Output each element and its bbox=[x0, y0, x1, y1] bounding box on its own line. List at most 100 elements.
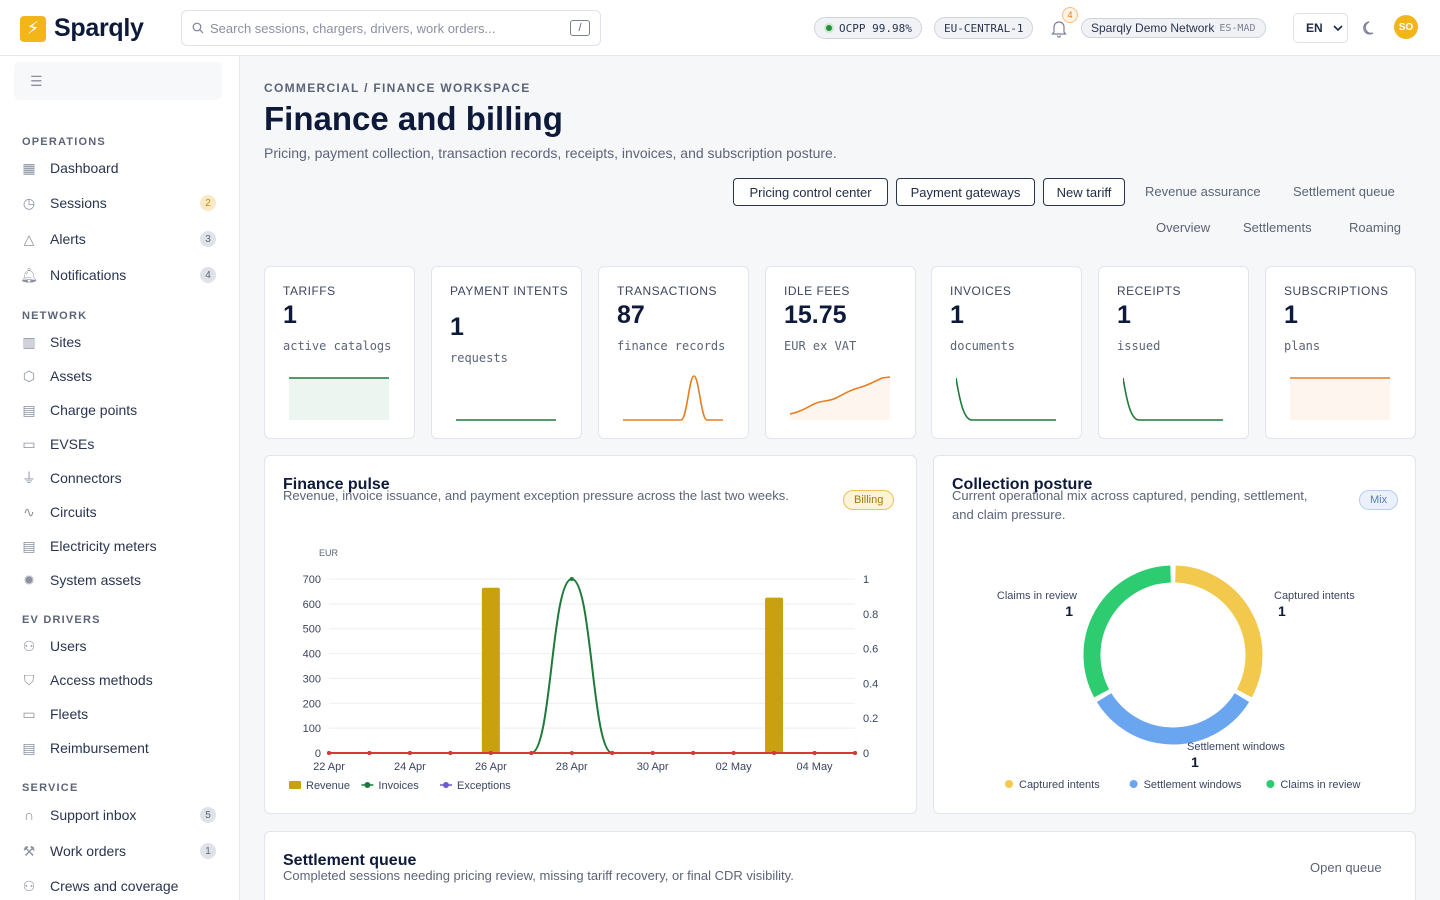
exceptions-point[interactable] bbox=[448, 751, 453, 755]
pricing-control-center-button[interactable]: Pricing control center bbox=[733, 178, 888, 206]
sidebar-item-evses[interactable]: ▭ EVSEs bbox=[14, 429, 226, 459]
sidebar-item-crews-and-coverage[interactable]: ⚇ Crews and coverage bbox=[14, 871, 226, 900]
kpi-card-transactions[interactable]: TRANSACTIONS 87 finance records bbox=[598, 266, 749, 439]
exceptions-point[interactable] bbox=[772, 751, 777, 755]
kpi-sparkline bbox=[289, 377, 389, 420]
collapse-sidebar-button[interactable]: ☰ bbox=[14, 62, 222, 100]
sidebar-item-circuits[interactable]: ∿ Circuits bbox=[14, 497, 226, 527]
new-tariff-button[interactable]: New tariff bbox=[1043, 178, 1125, 206]
finance-pulse-chart: EUR 0 100 200 300 400 500 600 700 0 0.2 0.4 0.6 0.8 1 2… bbox=[289, 548, 878, 792]
alert-triangle-icon: △ bbox=[23, 230, 35, 247]
legend-item-captured-intents[interactable]: Captured intents bbox=[1005, 779, 1100, 791]
sidebar-item-label: EVSEs bbox=[50, 436, 95, 452]
kpi-value: 1 bbox=[950, 301, 964, 329]
settlement-queue-link[interactable]: Settlement queue bbox=[1293, 184, 1395, 199]
kpi-card-receipts[interactable]: RECEIPTS 1 issued bbox=[1098, 266, 1249, 439]
legend-label: Exceptions bbox=[457, 780, 511, 792]
kpi-card-payment-intents[interactable]: PAYMENT INTENTS 1 requests bbox=[431, 266, 582, 439]
sidebar-item-charge-points[interactable]: ▤ Charge points bbox=[14, 395, 226, 425]
sidebar-section-label: OPERATIONS bbox=[22, 136, 106, 148]
sidebar-item-sessions[interactable]: ◷ Sessions 2 bbox=[14, 188, 226, 218]
notifications-bell-icon[interactable] bbox=[1050, 18, 1068, 38]
network-name: Sparqly Demo Network bbox=[1091, 21, 1215, 35]
donut-slice-captured-intents[interactable] bbox=[1174, 565, 1263, 698]
count-badge: 4 bbox=[200, 267, 216, 283]
sidebar-item-notifications[interactable]: 🔔︎ Notifications 4 bbox=[14, 260, 226, 290]
y-tick-label: 200 bbox=[303, 698, 321, 710]
exceptions-point[interactable] bbox=[812, 751, 817, 755]
legend-item-exceptions[interactable]: Exceptions bbox=[440, 780, 511, 792]
sidebar-item-connectors[interactable]: ⏚ Connectors bbox=[14, 463, 226, 493]
sidebar-item-dashboard[interactable]: ▦ Dashboard bbox=[14, 153, 226, 183]
legend-item-settlement-windows[interactable]: Settlement windows bbox=[1129, 779, 1242, 791]
sidebar-item-fleets[interactable]: ▭ Fleets bbox=[14, 699, 226, 729]
exceptions-point[interactable] bbox=[731, 751, 736, 755]
y-tick-label: 100 bbox=[303, 723, 321, 735]
brand-logo[interactable]: ⚡ Sparqly bbox=[20, 14, 144, 43]
wrench-icon: ⚒ bbox=[22, 842, 36, 859]
sidebar-item-label: Charge points bbox=[50, 402, 138, 418]
exceptions-point[interactable] bbox=[569, 751, 574, 755]
legend-swatch bbox=[1005, 780, 1013, 788]
kpi-card-idle-fees[interactable]: IDLE FEES 15.75 EUR ex VAT bbox=[765, 266, 916, 439]
exceptions-point[interactable] bbox=[407, 751, 412, 755]
legend-marker bbox=[364, 782, 371, 788]
bell-icon: 🔔︎ bbox=[20, 266, 38, 283]
sidebar-item-assets[interactable]: ⬡ Assets bbox=[14, 361, 226, 391]
global-search[interactable]: / bbox=[181, 10, 601, 46]
legend-item-claims-in-review[interactable]: Claims in review bbox=[1266, 779, 1361, 791]
kpi-label: TRANSACTIONS bbox=[617, 284, 718, 298]
moon-icon[interactable] bbox=[1361, 19, 1379, 37]
kpi-card-subscriptions[interactable]: SUBSCRIPTIONS 1 plans bbox=[1265, 266, 1416, 439]
roaming-link[interactable]: Roaming bbox=[1349, 220, 1402, 235]
ocpp-status-pill[interactable]: OCPP 99.98% bbox=[814, 17, 922, 39]
payment-gateways-button[interactable]: Payment gateways bbox=[896, 178, 1035, 206]
legend-swatch bbox=[1266, 780, 1275, 788]
network-switcher[interactable]: Sparqly Demo Network ES-MAD bbox=[1081, 18, 1266, 38]
sidebar-item-users[interactable]: ⚇ Users bbox=[14, 631, 226, 661]
user-avatar[interactable]: SO bbox=[1394, 15, 1418, 39]
kpi-card-invoices[interactable]: INVOICES 1 documents bbox=[931, 266, 1082, 439]
exceptions-point[interactable] bbox=[853, 751, 857, 755]
exceptions-point[interactable] bbox=[327, 751, 331, 755]
finance-pulse-card: Finance pulse Revenue, invoice issuance,… bbox=[264, 455, 917, 814]
sidebar-item-system-assets[interactable]: ✹ System assets bbox=[14, 565, 226, 595]
revenue-bar[interactable] bbox=[481, 587, 500, 753]
sidebar-item-reimbursement[interactable]: ▤ Reimbursement bbox=[14, 733, 226, 763]
sidebar-item-access-methods[interactable]: ⛉ Access methods bbox=[14, 665, 226, 695]
sidebar-item-work-orders[interactable]: ⚒ Work orders 1 bbox=[14, 836, 226, 866]
sidebar-item-sites[interactable]: ▥ Sites bbox=[14, 327, 226, 357]
sidebar-item-alerts[interactable]: △ Alerts 3 bbox=[14, 224, 226, 254]
exceptions-point[interactable] bbox=[488, 751, 493, 755]
open-queue-link[interactable]: Open queue bbox=[1310, 860, 1382, 875]
sidebar-item-electricity-meters[interactable]: ▤ Electricity meters bbox=[14, 531, 226, 561]
donut-slice-claims-in-review[interactable] bbox=[1083, 565, 1172, 698]
search-input[interactable] bbox=[210, 20, 564, 36]
exceptions-point[interactable] bbox=[691, 751, 696, 755]
overview-link[interactable]: Overview bbox=[1156, 220, 1211, 235]
donut-slice-settlement-windows[interactable] bbox=[1096, 692, 1250, 745]
legend-item-invoices[interactable]: Invoices bbox=[361, 780, 419, 792]
slice-label: Settlement windows bbox=[1187, 741, 1285, 753]
settlements-link[interactable]: Settlements bbox=[1243, 220, 1312, 235]
count-badge: 5 bbox=[200, 807, 216, 823]
sidebar-item-label: Alerts bbox=[50, 231, 86, 247]
revenue-bar[interactable] bbox=[765, 597, 784, 753]
legend-item-revenue[interactable]: Revenue bbox=[289, 780, 350, 792]
x-tick-label: 24 Apr bbox=[394, 761, 426, 773]
invoices-point[interactable] bbox=[569, 577, 574, 581]
region-pill[interactable]: EU-CENTRAL-1 bbox=[934, 17, 1034, 39]
sidebar-item-support-inbox[interactable]: ∩ Support inbox 5 bbox=[14, 800, 226, 830]
legend-label: Revenue bbox=[306, 780, 350, 792]
settlement-queue-card: Settlement queue Completed sessions need… bbox=[264, 831, 1416, 900]
revenue-assurance-link[interactable]: Revenue assurance bbox=[1145, 184, 1261, 199]
exceptions-point[interactable] bbox=[529, 751, 534, 755]
language-select[interactable]: EN bbox=[1293, 13, 1348, 43]
exceptions-point[interactable] bbox=[367, 751, 372, 755]
kpi-card-tariffs[interactable]: TARIFFS 1 active catalogs bbox=[264, 266, 415, 439]
kpi-value: 1 bbox=[450, 313, 464, 341]
kpi-sparkline-line bbox=[790, 376, 890, 415]
exceptions-point[interactable] bbox=[650, 751, 655, 755]
exceptions-point[interactable] bbox=[610, 751, 615, 755]
kpi-value: 1 bbox=[1284, 301, 1298, 329]
